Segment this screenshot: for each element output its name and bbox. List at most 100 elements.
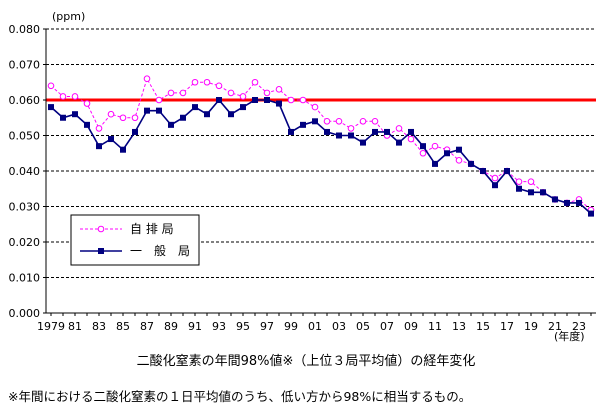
data-point-ippankyoku: [216, 97, 222, 103]
x-tick-label: 85: [116, 320, 130, 333]
data-point-ippankyoku: [444, 150, 450, 157]
data-point-ippankyoku: [384, 128, 390, 135]
data-point-ippankyoku: [132, 128, 138, 135]
data-point-ippankyoku: [408, 128, 414, 135]
data-point-jihaikyoku: [179, 89, 187, 97]
data-point-jihaikyoku: [407, 135, 415, 143]
data-point-ippankyoku: [288, 128, 294, 135]
data-point-ippankyoku: [420, 143, 426, 150]
line-chart: (ppm) 0.000 0.010 0.020 0.030 0.040 0.050 0.06…: [9, 10, 596, 343]
data-point-jihaikyoku: [71, 93, 79, 100]
legend-box: [70, 214, 200, 266]
data-point-ippankyoku: [120, 146, 126, 153]
x-tick-label: 23: [572, 320, 586, 333]
x-tick-label: 15: [476, 320, 490, 333]
data-point-ippankyoku: [204, 111, 210, 118]
x-tick-label: 21: [548, 320, 562, 333]
y-unit-label: (ppm): [52, 10, 85, 23]
x-tick-label: 99: [284, 320, 298, 333]
y-tick-label: 0.030: [9, 201, 41, 214]
data-point-ippankyoku: [456, 146, 462, 153]
data-point-jihaikyoku: [515, 178, 523, 185]
legend-swatch-marker: [97, 225, 105, 233]
data-point-ippankyoku: [240, 104, 246, 111]
legend-label-ippankyoku: 一 般 局: [130, 243, 190, 258]
data-point-ippankyoku: [588, 210, 594, 217]
y-tick-label: 0.070: [9, 59, 41, 72]
y-axis-ticks: 0.000 0.010 0.020 0.030 0.040 0.050 0.060 0.070…: [9, 23, 46, 320]
data-point-ippankyoku: [372, 128, 378, 135]
y-tick-label: 0.010: [9, 272, 41, 285]
y-tick-label: 0.050: [9, 130, 41, 143]
x-tick-label: 97: [260, 320, 274, 333]
footnote: ※年間における二酸化窒素の１日平均値のうち、低い方から98%に相当するもの。: [8, 389, 472, 404]
data-point-ippankyoku: [552, 196, 558, 203]
data-point-jihaikyoku: [371, 118, 379, 125]
data-point-jihaikyoku: [83, 100, 91, 107]
data-point-ippankyoku: [516, 185, 522, 192]
data-point-ippankyoku: [168, 121, 174, 128]
data-point-jihaikyoku: [251, 78, 259, 86]
x-tick-label: 09: [404, 320, 418, 333]
data-point-ippankyoku: [300, 121, 306, 128]
data-point-ippankyoku: [276, 100, 282, 107]
data-point-ippankyoku: [228, 111, 234, 118]
data-point-jihaikyoku: [203, 78, 211, 86]
data-point-ippankyoku: [312, 118, 318, 125]
x-tick-label: 87: [140, 320, 154, 333]
x-tick-label: 07: [380, 320, 394, 333]
x-tick-label: 1979: [37, 320, 65, 333]
data-point-jihaikyoku: [431, 142, 439, 150]
legend: 自 排 局一 般 局: [70, 214, 200, 266]
data-point-ippankyoku: [108, 136, 114, 143]
x-tick-label: 01: [308, 320, 322, 333]
data-point-jihaikyoku: [215, 82, 223, 90]
data-point-ippankyoku: [180, 114, 186, 121]
y-tick-label: 0.020: [9, 236, 41, 249]
data-point-jihaikyoku: [95, 125, 103, 132]
x-tick-label: 11: [428, 320, 442, 333]
data-point-jihaikyoku: [275, 86, 283, 93]
data-point-ippankyoku: [324, 128, 330, 135]
data-point-jihaikyoku: [191, 78, 199, 86]
data-point-ippankyoku: [72, 111, 78, 118]
x-tick-label: 93: [212, 320, 226, 333]
data-point-jihaikyoku: [287, 96, 295, 104]
x-tick-label: 81: [68, 320, 82, 333]
data-point-jihaikyoku: [107, 110, 115, 118]
x-axis-unit-label: (年度): [554, 329, 585, 343]
data-point-jihaikyoku: [347, 125, 355, 132]
x-tick-label: 95: [236, 320, 250, 333]
data-point-ippankyoku: [192, 104, 198, 111]
data-point-jihaikyoku: [263, 89, 271, 97]
data-point-jihaikyoku: [419, 149, 427, 157]
data-point-jihaikyoku: [59, 93, 67, 100]
data-point-jihaikyoku: [335, 118, 343, 125]
data-point-jihaikyoku: [311, 103, 319, 111]
data-point-ippankyoku: [540, 189, 546, 196]
x-tick-label: 91: [188, 320, 202, 333]
axes: [45, 29, 596, 314]
y-tick-label: 0.060: [9, 94, 41, 107]
series-line-ippankyoku: [50, 98, 592, 215]
data-point-ippankyoku: [432, 160, 438, 167]
x-tick-label: 17: [500, 320, 514, 333]
data-point-ippankyoku: [96, 143, 102, 150]
data-point-jihaikyoku: [323, 118, 331, 125]
data-point-ippankyoku: [492, 182, 498, 189]
x-tick-label: 13: [452, 320, 466, 333]
data-point-ippankyoku: [156, 107, 162, 114]
x-tick-label: 05: [356, 320, 370, 333]
data-point-ippankyoku: [252, 97, 258, 103]
data-point-ippankyoku: [48, 104, 54, 111]
data-point-jihaikyoku: [299, 96, 307, 104]
data-point-ippankyoku: [84, 121, 90, 128]
x-tick-label: 19: [524, 320, 538, 333]
data-point-jihaikyoku: [47, 82, 55, 90]
data-point-ippankyoku: [564, 199, 570, 206]
data-point-jihaikyoku: [131, 114, 139, 122]
data-point-jihaikyoku: [143, 75, 151, 82]
x-tick-label: 89: [164, 320, 178, 333]
data-point-ippankyoku: [60, 114, 66, 121]
x-tick-label: 03: [332, 320, 346, 333]
